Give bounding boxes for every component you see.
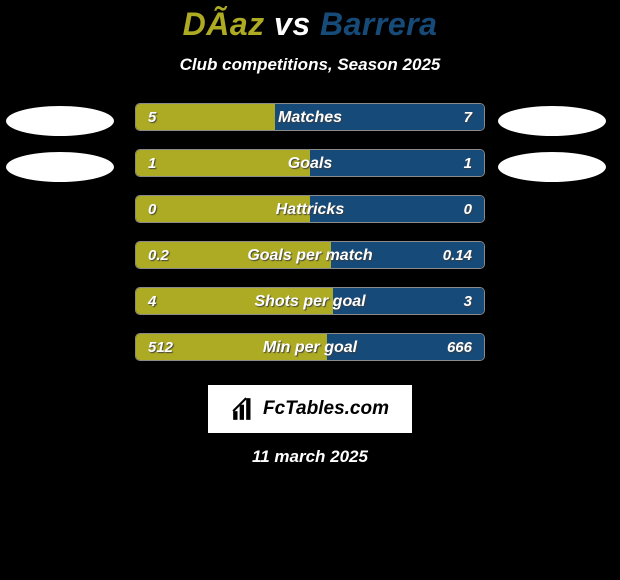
vs-separator: vs xyxy=(274,6,311,42)
stat-value-right: 3 xyxy=(452,288,484,315)
stat-bar-wrap: 57Matches xyxy=(135,103,485,149)
brand-text: FcTables.com xyxy=(263,398,389,420)
stat-bar: 0.20.14Goals per match xyxy=(135,241,485,269)
page-title: DÃaz vs Barrera xyxy=(0,6,620,43)
stat-bar: 512666Min per goal xyxy=(135,333,485,361)
stat-bar-wrap: 0.20.14Goals per match xyxy=(135,241,485,287)
stat-bar-wrap: 11Goals xyxy=(135,149,485,195)
stat-value-left: 5 xyxy=(136,104,168,131)
stats-rows: 57Matches11Goals00Hattricks0.20.14Goals … xyxy=(0,103,620,379)
player2-name: Barrera xyxy=(320,6,437,42)
stat-bar: 11Goals xyxy=(135,149,485,177)
brand-badge: FcTables.com xyxy=(208,385,412,433)
stat-bar: 00Hattricks xyxy=(135,195,485,223)
stat-bar-wrap: 43Shots per goal xyxy=(135,287,485,333)
stat-bar-wrap: 512666Min per goal xyxy=(135,333,485,379)
stat-value-left: 512 xyxy=(136,334,185,361)
player1-badge xyxy=(6,152,114,182)
player2-badge xyxy=(498,152,606,182)
stat-value-left: 4 xyxy=(136,288,168,315)
stat-bar: 57Matches xyxy=(135,103,485,131)
stat-value-right: 1 xyxy=(452,150,484,177)
stat-value-left: 1 xyxy=(136,150,168,177)
stat-row: 57Matches xyxy=(0,103,620,149)
snapshot-date: 11 march 2025 xyxy=(0,447,620,467)
stat-row: 43Shots per goal xyxy=(0,287,620,333)
player1-badge xyxy=(6,106,114,136)
stat-value-right: 0 xyxy=(452,196,484,223)
stat-value-right: 7 xyxy=(452,104,484,131)
player2-badge xyxy=(498,106,606,136)
comparison-card: DÃaz vs Barrera Club competitions, Seaso… xyxy=(0,0,620,580)
stat-row: 512666Min per goal xyxy=(0,333,620,379)
stat-bar-wrap: 00Hattricks xyxy=(135,195,485,241)
stat-value-right: 666 xyxy=(435,334,484,361)
stat-value-left: 0 xyxy=(136,196,168,223)
subtitle: Club competitions, Season 2025 xyxy=(0,55,620,75)
player1-name: DÃaz xyxy=(183,6,265,42)
stat-bar: 43Shots per goal xyxy=(135,287,485,315)
stat-row: 00Hattricks xyxy=(0,195,620,241)
stat-row: 0.20.14Goals per match xyxy=(0,241,620,287)
bar-chart-icon xyxy=(231,396,257,422)
stat-value-left: 0.2 xyxy=(136,242,181,269)
stat-value-right: 0.14 xyxy=(431,242,484,269)
stat-row: 11Goals xyxy=(0,149,620,195)
